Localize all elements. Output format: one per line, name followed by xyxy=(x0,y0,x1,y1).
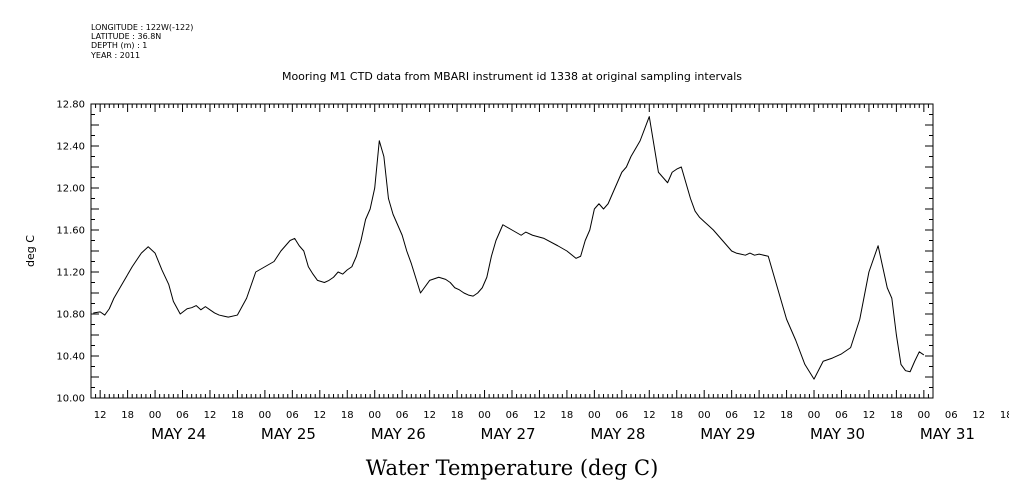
x-hour-label: 06 xyxy=(835,410,848,421)
y-tick-label: 12.80 xyxy=(56,100,85,111)
y-tick-label: 10.80 xyxy=(56,310,85,321)
x-day-label: MAY 25 xyxy=(261,425,316,443)
x-hour-label: 00 xyxy=(698,410,711,421)
x-hour-label: 18 xyxy=(561,410,574,421)
x-hour-label: 06 xyxy=(615,410,628,421)
y-tick-label: 11.20 xyxy=(56,268,85,279)
y-tick-label: 10.40 xyxy=(56,352,85,363)
x-axis: 12 18 00 06 12 18 00 06 12 18 00 06 12 18 00 06 12 18 00 06… xyxy=(90,104,1009,443)
x-day-label: MAY 28 xyxy=(590,425,645,443)
x-hour-label: 18 xyxy=(890,410,903,421)
x-hour-label: 00 xyxy=(368,410,381,421)
x-hour-label: 18 xyxy=(670,410,683,421)
x-hour-label: 00 xyxy=(917,410,930,421)
year-label: YEAR : 2011 xyxy=(90,51,140,60)
y-axis-label: deg C xyxy=(24,235,37,267)
x-hour-label: 12 xyxy=(643,410,656,421)
temperature-series-line xyxy=(93,116,925,380)
x-hour-label: 18 xyxy=(451,410,464,421)
x-hour-label: 00 xyxy=(149,410,162,421)
x-hour-label: 06 xyxy=(506,410,519,421)
x-hour-label: 06 xyxy=(396,410,409,421)
x-hour-label: 00 xyxy=(588,410,601,421)
y-axis: 10.00 10.40 10.80 11.20 11.60 12.00 12.40 12.80 xyxy=(56,100,933,405)
x-hour-label: 00 xyxy=(259,410,272,421)
x-day-label: MAY 29 xyxy=(700,425,755,443)
latitude-label: LATITUDE : 36.8N xyxy=(91,32,161,41)
y-tick-label: 10.00 xyxy=(56,394,85,405)
x-day-label: MAY 27 xyxy=(481,425,536,443)
x-hour-label: 12 xyxy=(863,410,876,421)
x-hour-label: 18 xyxy=(1000,410,1009,421)
x-hour-label: 18 xyxy=(780,410,793,421)
plot-frame xyxy=(90,103,934,399)
x-axis-label: Water Temperature (deg C) xyxy=(366,456,659,480)
x-hour-label: 06 xyxy=(945,410,958,421)
x-hour-label: 00 xyxy=(478,410,491,421)
chart-title: Mooring M1 CTD data from MBARI instrumen… xyxy=(282,70,742,83)
x-hour-label: 18 xyxy=(341,410,354,421)
x-day-label: MAY 31 xyxy=(920,425,975,443)
y-tick-label: 12.40 xyxy=(56,142,85,153)
y-tick-label: 11.60 xyxy=(56,226,85,237)
x-hour-label: 12 xyxy=(204,410,217,421)
x-hour-label: 18 xyxy=(231,410,244,421)
x-hour-label: 12 xyxy=(753,410,766,421)
x-hour-label: 06 xyxy=(725,410,738,421)
longitude-label: LONGITUDE : 122W(-122) xyxy=(91,23,193,32)
x-hour-label: 18 xyxy=(121,410,134,421)
y-tick-label: 12.00 xyxy=(56,184,85,195)
x-hour-label: 06 xyxy=(176,410,189,421)
depth-label: DEPTH (m) : 1 xyxy=(91,41,147,50)
metadata-block: LONGITUDE : 122W(-122) LATITUDE : 36.8N … xyxy=(90,23,193,60)
x-hour-label: 12 xyxy=(313,410,326,421)
x-day-label: MAY 30 xyxy=(810,425,865,443)
x-hour-label: 12 xyxy=(533,410,546,421)
x-hour-label: 12 xyxy=(423,410,436,421)
x-day-label: MAY 24 xyxy=(151,425,206,443)
x-hour-label: 12 xyxy=(972,410,985,421)
x-hour-label: 12 xyxy=(94,410,107,421)
x-day-label: MAY 26 xyxy=(371,425,426,443)
x-hour-label: 00 xyxy=(808,410,821,421)
x-hour-label: 06 xyxy=(286,410,299,421)
plot-area xyxy=(93,116,925,380)
